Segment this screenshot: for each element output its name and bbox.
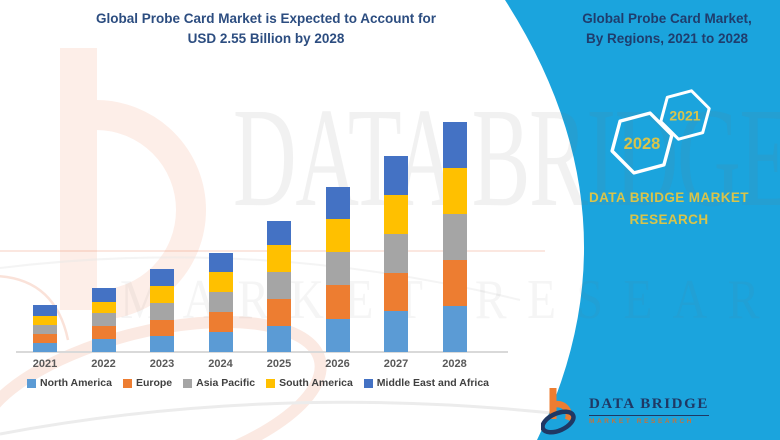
- bar-segment-north-america: [325, 318, 350, 352]
- hexagon-2028-icon: [610, 111, 674, 175]
- footer-logo: DATA BRIDGE MARKET RESEARCH: [541, 385, 709, 435]
- bar-segment-middle-east-and-africa: [267, 221, 291, 245]
- bar-segment-north-america: [91, 339, 116, 352]
- footer-logo-text: DATA BRIDGE MARKET RESEARCH: [589, 396, 709, 425]
- bar-segment-asia-pacific: [91, 313, 116, 326]
- chart-title: Global Probe Card Market is Expected to …: [0, 9, 532, 49]
- bar-segment-south-america: [150, 286, 174, 303]
- bar-segment-north-america: [267, 325, 291, 352]
- footer-logo-wordmark: DATA BRIDGE: [589, 396, 709, 416]
- legend-item-asia-pacific: Asia Pacific: [183, 377, 255, 389]
- bar-segment-south-america: [325, 219, 350, 252]
- bar-segment-europe: [33, 334, 57, 343]
- bar-segment-asia-pacific: [384, 233, 408, 273]
- legend-label: North America: [39, 377, 112, 389]
- bar-segment-asia-pacific: [208, 291, 233, 312]
- panel-brand-text: DATA BRIDGE MARKET RESEARCH: [553, 187, 780, 231]
- panel-heading-line2: By Regions, 2021 to 2028: [585, 31, 749, 46]
- bar-2021: [33, 305, 57, 352]
- legend-item-europe: Europe: [122, 377, 173, 389]
- x-axis-label-2021: 2021: [32, 358, 58, 370]
- hexagon-2028-label: 2028: [624, 135, 661, 153]
- hexagon-2021-label: 2021: [669, 108, 700, 124]
- bar-segment-europe: [325, 285, 350, 319]
- bar-segment-middle-east-and-africa: [208, 253, 233, 272]
- bar-segment-middle-east-and-africa: [325, 186, 350, 220]
- bar-segment-north-america: [384, 311, 408, 352]
- bar-segment-north-america: [442, 306, 467, 352]
- legend-label: Europe: [135, 377, 173, 389]
- panel-heading: Global Probe Card Market, By Regions, 20…: [553, 9, 780, 49]
- bar-segment-south-america: [267, 244, 291, 272]
- x-axis-label-2024: 2024: [208, 358, 233, 370]
- bar-segment-asia-pacific: [267, 271, 291, 299]
- bar-segment-south-america: [442, 168, 467, 214]
- bar-chart: 2021 2022 2023 2024 2025 2026 2027 2028 North A…: [0, 122, 516, 389]
- bar-2025: [267, 221, 291, 352]
- x-axis-line: [16, 351, 508, 353]
- legend-item-north-america: North America: [26, 377, 112, 389]
- footer-logo-tagline: MARKET RESEARCH: [589, 417, 695, 425]
- bar-2024: [208, 253, 233, 352]
- legend-label: Middle East and Africa: [376, 377, 490, 389]
- bar-segment-south-america: [91, 301, 116, 314]
- bar-segment-middle-east-and-africa: [91, 288, 116, 302]
- bar-segment-north-america: [150, 335, 174, 352]
- legend-item-middle-east-and-africa: Middle East and Africa: [363, 377, 490, 389]
- bar-segment-south-america: [33, 316, 57, 325]
- bar-segment-europe: [91, 325, 116, 340]
- legend-swatch-icon: [122, 378, 132, 388]
- panel-brand-line2: RESEARCH: [629, 212, 709, 227]
- panel-heading-line1: Global Probe Card Market,: [582, 11, 752, 26]
- hexagon-2021-icon: [659, 89, 711, 141]
- chart-title-line2: USD 2.55 Billion by 2028: [187, 31, 345, 46]
- bar-segment-south-america: [384, 195, 408, 234]
- bar-segment-asia-pacific: [325, 251, 350, 286]
- bar-segment-north-america: [208, 332, 233, 352]
- legend-swatch-icon: [26, 378, 36, 388]
- x-axis-label-2025: 2025: [266, 358, 292, 370]
- x-axis-label-2028: 2028: [442, 358, 467, 370]
- legend-label: Asia Pacific: [196, 377, 256, 389]
- x-axis-label-2026: 2026: [325, 358, 350, 370]
- chart-legend: North America Europe Asia Pacific South Ame…: [0, 377, 516, 389]
- bar-2028: [442, 122, 467, 352]
- bar-2026: [325, 186, 350, 352]
- bar-segment-middle-east-and-africa: [442, 122, 467, 168]
- bar-segment-south-america: [208, 271, 233, 292]
- bar-2023: [150, 269, 174, 352]
- x-axis-label-2027: 2027: [383, 358, 409, 370]
- legend-item-south-america: South America: [266, 377, 353, 389]
- bar-segment-north-america: [33, 343, 57, 352]
- bar-segment-europe: [384, 272, 408, 312]
- bar-segment-asia-pacific: [150, 302, 174, 320]
- chart-title-line1: Global Probe Card Market is Expected to …: [95, 11, 437, 26]
- data-bridge-b-icon: [541, 388, 576, 435]
- bar-segment-europe: [208, 311, 233, 333]
- bar-2027: [384, 156, 408, 352]
- panel-brand-line1: DATA BRIDGE MARKET: [589, 190, 749, 205]
- x-axis-label-2022: 2022: [91, 358, 116, 370]
- x-axis-label-2023: 2023: [149, 358, 175, 370]
- bar-segment-middle-east-and-africa: [384, 156, 408, 196]
- bar-segment-middle-east-and-africa: [33, 305, 57, 316]
- legend-label: South America: [279, 377, 353, 389]
- bar-2022: [91, 288, 116, 352]
- legend-swatch-icon: [183, 378, 193, 388]
- legend-swatch-icon: [363, 378, 373, 388]
- bar-segment-middle-east-and-africa: [150, 269, 174, 287]
- bar-segment-europe: [267, 298, 291, 326]
- legend-swatch-icon: [266, 378, 276, 388]
- bar-segment-asia-pacific: [442, 214, 467, 260]
- bar-segment-europe: [150, 319, 174, 336]
- bar-segment-europe: [442, 260, 467, 306]
- bar-segment-asia-pacific: [33, 325, 57, 334]
